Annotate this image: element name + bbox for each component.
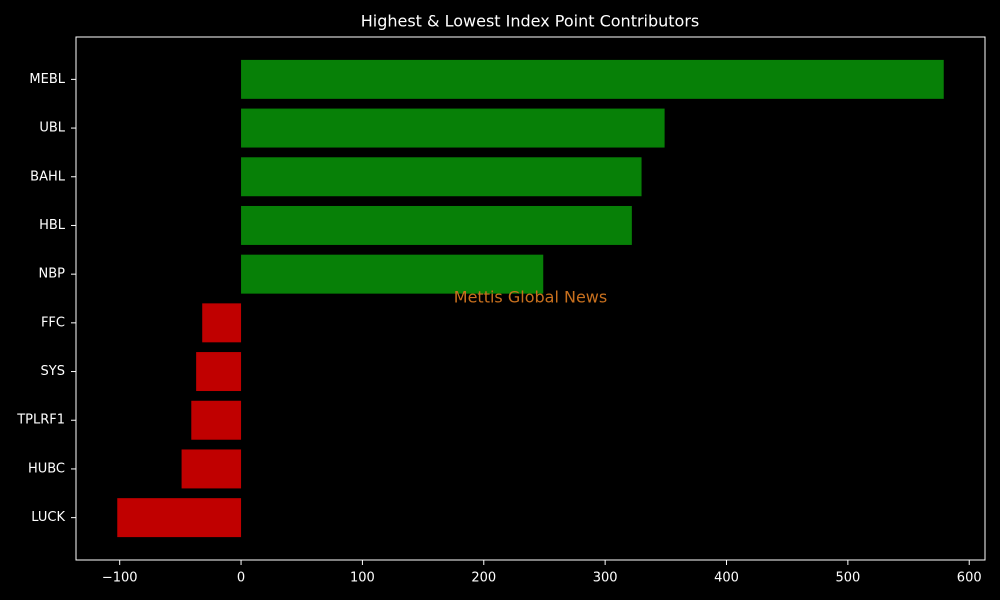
x-tick-label: 300 <box>593 571 618 586</box>
x-tick-label: −100 <box>102 571 138 586</box>
y-tick-label: HUBC <box>28 461 65 476</box>
bar <box>202 303 242 343</box>
y-tick-label: HBL <box>39 218 66 233</box>
bar <box>191 400 242 440</box>
chart-title: Highest & Lowest Index Point Contributor… <box>361 12 700 31</box>
x-tick-label: 600 <box>957 571 982 586</box>
bar <box>241 254 544 294</box>
y-tick-label: FFC <box>41 315 65 330</box>
y-tick-label: MEBL <box>29 72 65 87</box>
x-tick-label: 500 <box>835 571 860 586</box>
watermark: Mettis Global News <box>454 288 607 307</box>
y-tick-label: SYS <box>41 364 65 379</box>
plot-frame <box>75 36 986 561</box>
y-tick-label: LUCK <box>31 510 65 525</box>
bar <box>241 108 665 148</box>
bar <box>241 59 944 99</box>
y-tick-label: UBL <box>39 121 65 136</box>
bar <box>117 498 242 538</box>
bar <box>241 205 632 245</box>
x-tick-label: 400 <box>714 571 739 586</box>
x-tick-label: 200 <box>471 571 496 586</box>
x-tick-label: 0 <box>237 571 245 586</box>
bar <box>241 157 642 197</box>
bar <box>196 352 242 392</box>
y-tick-label: NBP <box>39 267 66 282</box>
y-tick-label: TPLRF1 <box>16 413 65 428</box>
x-tick-label: 100 <box>350 571 375 586</box>
y-tick-label: BAHL <box>30 169 66 184</box>
bar <box>181 449 242 489</box>
